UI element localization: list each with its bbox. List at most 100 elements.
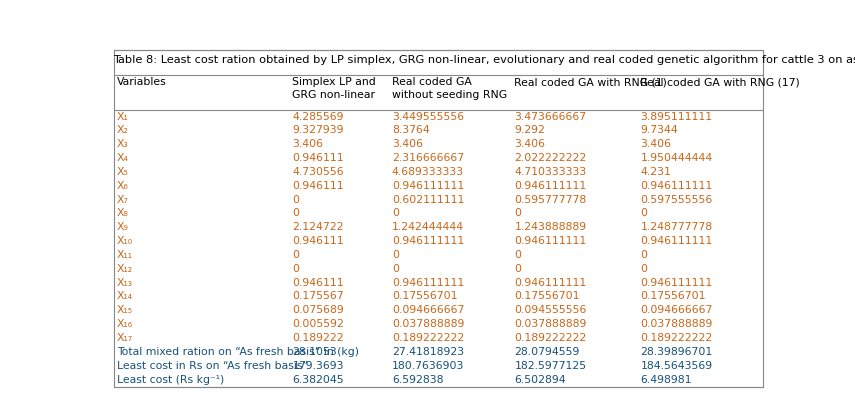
Text: 0.189222: 0.189222 — [292, 333, 344, 343]
Text: 9.292: 9.292 — [515, 126, 545, 135]
Text: 0: 0 — [515, 209, 522, 218]
Text: Variables: Variables — [117, 77, 167, 87]
Text: 0.075689: 0.075689 — [292, 305, 345, 315]
Text: X₂: X₂ — [117, 126, 129, 135]
Text: 0.17556701: 0.17556701 — [515, 292, 580, 301]
Text: 0.946111: 0.946111 — [292, 278, 344, 288]
Text: 28.1053: 28.1053 — [292, 347, 337, 357]
Text: Simplex LP and
GRG non-linear: Simplex LP and GRG non-linear — [292, 77, 376, 100]
Text: 0: 0 — [292, 209, 299, 218]
Text: 4.285569: 4.285569 — [292, 111, 344, 122]
Text: 0: 0 — [292, 264, 299, 274]
Text: 0.946111111: 0.946111111 — [515, 181, 587, 191]
Text: 0.17556701: 0.17556701 — [392, 292, 457, 301]
Text: 0.005592: 0.005592 — [292, 319, 345, 329]
Text: 0.946111111: 0.946111111 — [640, 181, 712, 191]
Text: X₆: X₆ — [117, 181, 129, 191]
Text: 27.41818923: 27.41818923 — [392, 347, 464, 357]
Text: 9.7344: 9.7344 — [640, 126, 678, 135]
Text: 6.502894: 6.502894 — [515, 374, 566, 384]
Text: 4.710333333: 4.710333333 — [515, 167, 587, 177]
Text: 1.248777778: 1.248777778 — [640, 222, 712, 232]
Text: Total mixed ration on “As fresh basis” in (kg): Total mixed ration on “As fresh basis” i… — [117, 347, 359, 357]
Text: 3.406: 3.406 — [392, 139, 423, 149]
Text: X₁₁: X₁₁ — [117, 250, 133, 260]
Text: 0.946111111: 0.946111111 — [392, 278, 464, 288]
Text: 182.5977125: 182.5977125 — [515, 361, 587, 371]
Text: 3.406: 3.406 — [515, 139, 545, 149]
Text: 3.895111111: 3.895111111 — [640, 111, 712, 122]
Text: 0.946111: 0.946111 — [292, 181, 344, 191]
Text: 0: 0 — [292, 195, 299, 205]
Text: 0.094666667: 0.094666667 — [392, 305, 464, 315]
Text: X₁₇: X₁₇ — [117, 333, 133, 343]
Text: X₅: X₅ — [117, 167, 128, 177]
Text: X₁₀: X₁₀ — [117, 236, 133, 246]
Text: 0: 0 — [640, 250, 647, 260]
Text: 4.689333333: 4.689333333 — [392, 167, 464, 177]
Text: 0.175567: 0.175567 — [292, 292, 344, 301]
Text: Real coded GA
without seeding RNG: Real coded GA without seeding RNG — [392, 77, 507, 100]
Text: 179.3693: 179.3693 — [292, 361, 344, 371]
Text: 28.39896701: 28.39896701 — [640, 347, 712, 357]
Text: 0: 0 — [640, 264, 647, 274]
Text: 4.231: 4.231 — [640, 167, 671, 177]
Text: 0: 0 — [292, 250, 299, 260]
Text: 0.094555556: 0.094555556 — [515, 305, 587, 315]
Text: 0.946111111: 0.946111111 — [392, 236, 464, 246]
Text: 0.946111111: 0.946111111 — [515, 278, 587, 288]
Text: 6.498981: 6.498981 — [640, 374, 692, 384]
Text: 2.022222222: 2.022222222 — [515, 153, 587, 163]
Text: 4.730556: 4.730556 — [292, 167, 344, 177]
Text: 0.094666667: 0.094666667 — [640, 305, 713, 315]
Text: Real coded GA with RNG (1): Real coded GA with RNG (1) — [515, 77, 667, 87]
Text: 0: 0 — [515, 264, 522, 274]
Text: 0: 0 — [640, 209, 647, 218]
Text: 3.449555556: 3.449555556 — [392, 111, 464, 122]
Text: X₄: X₄ — [117, 153, 129, 163]
Text: X₁₄: X₁₄ — [117, 292, 133, 301]
Text: 0.17556701: 0.17556701 — [640, 292, 705, 301]
Text: 0.597555556: 0.597555556 — [640, 195, 712, 205]
Text: 180.7636903: 180.7636903 — [392, 361, 464, 371]
Text: 0: 0 — [392, 264, 398, 274]
Text: X₃: X₃ — [117, 139, 128, 149]
Text: X₁: X₁ — [117, 111, 128, 122]
Text: 0.189222222: 0.189222222 — [392, 333, 464, 343]
Text: Real coded GA with RNG (17): Real coded GA with RNG (17) — [640, 77, 800, 87]
Text: 3.406: 3.406 — [292, 139, 323, 149]
Text: 3.473666667: 3.473666667 — [515, 111, 587, 122]
Text: 28.0794559: 28.0794559 — [515, 347, 580, 357]
Text: 0.946111111: 0.946111111 — [515, 236, 587, 246]
Text: 0.946111111: 0.946111111 — [640, 278, 712, 288]
Text: 2.316666667: 2.316666667 — [392, 153, 464, 163]
Text: X₁₅: X₁₅ — [117, 305, 133, 315]
Text: 0.946111111: 0.946111111 — [392, 181, 464, 191]
Text: 3.406: 3.406 — [640, 139, 671, 149]
Text: Table 8: Least cost ration obtained by LP simplex, GRG non-linear, evolutionary : Table 8: Least cost ration obtained by L… — [114, 55, 855, 65]
Text: 0: 0 — [515, 250, 522, 260]
Text: 0.946111: 0.946111 — [292, 236, 344, 246]
Text: 0.189222222: 0.189222222 — [640, 333, 712, 343]
Text: X₁₂: X₁₂ — [117, 264, 133, 274]
Text: X₁₆: X₁₆ — [117, 319, 133, 329]
Text: 6.592838: 6.592838 — [392, 374, 443, 384]
Text: 0.037888889: 0.037888889 — [640, 319, 713, 329]
Text: 0.037888889: 0.037888889 — [515, 319, 587, 329]
Text: 0.189222222: 0.189222222 — [515, 333, 587, 343]
Text: 2.124722: 2.124722 — [292, 222, 344, 232]
Text: X₇: X₇ — [117, 195, 129, 205]
Text: 9.327939: 9.327939 — [292, 126, 344, 135]
Text: 1.243888889: 1.243888889 — [515, 222, 587, 232]
Text: 184.5643569: 184.5643569 — [640, 361, 712, 371]
Text: 6.382045: 6.382045 — [292, 374, 344, 384]
Text: 0.602111111: 0.602111111 — [392, 195, 464, 205]
Text: Least cost (Rs kg⁻¹): Least cost (Rs kg⁻¹) — [117, 374, 224, 384]
Text: 0.946111: 0.946111 — [292, 153, 344, 163]
Text: 0.595777778: 0.595777778 — [515, 195, 587, 205]
Text: X₉: X₉ — [117, 222, 129, 232]
Text: 1.950444444: 1.950444444 — [640, 153, 712, 163]
Text: X₈: X₈ — [117, 209, 129, 218]
Text: 1.242444444: 1.242444444 — [392, 222, 464, 232]
Text: 0.946111111: 0.946111111 — [640, 236, 712, 246]
